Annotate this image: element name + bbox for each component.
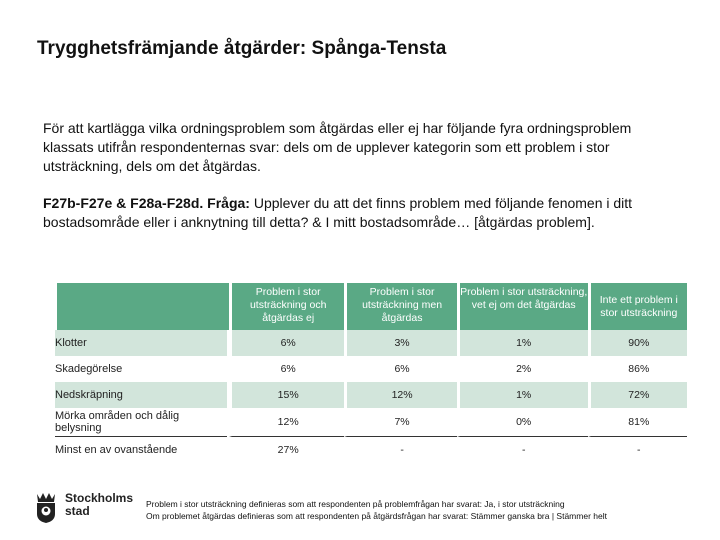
row-label: Skadegörelse — [55, 363, 123, 375]
footnote-line-1: Problem i stor utsträckning definieras s… — [146, 499, 565, 509]
table-row: Mörka områden och dålig belysning 12% 7%… — [55, 408, 687, 437]
table-row: Nedskräpning 15% 12% 1% 72% — [55, 382, 687, 408]
question-label: F27b-F27e & F28a-F28d. Fråga: — [43, 195, 250, 211]
row-label: Minst en av ovanstående — [55, 443, 178, 456]
table-cell: 12% — [229, 408, 345, 437]
table-cell: 3% — [344, 330, 457, 356]
row-label: Mörka områden och dålig belysning — [55, 408, 227, 437]
table-header-row: Problem i stor utsträckning och åtgärdas… — [57, 283, 687, 330]
logo-wordmark: Stockholms stad — [65, 492, 133, 518]
logo-line-1: Stockholms — [65, 491, 134, 505]
question-paragraph: F27b-F27e & F28a-F28d. Fråga: Upplever d… — [43, 194, 683, 232]
crown-shield-icon — [37, 493, 55, 523]
table-cell: 81% — [587, 408, 687, 437]
table-cell: 2% — [456, 356, 588, 382]
stockholm-logo: Stockholms stad — [33, 490, 143, 524]
table-cell: - — [456, 437, 588, 462]
results-table: Problem i stor utsträckning och åtgärdas… — [55, 283, 687, 462]
table-cell: 1% — [456, 382, 588, 408]
table-cell: 86% — [587, 356, 687, 382]
table-cell: 6% — [229, 356, 344, 382]
table-cell: 1% — [456, 330, 588, 356]
column-header: Inte ett problem i stor utsträckning — [587, 283, 687, 330]
table-corner-cell — [57, 283, 229, 330]
column-header: Problem i stor utsträckning, vet ej om d… — [456, 283, 588, 330]
question-text: Upplever du att det finns problem med fö… — [43, 195, 633, 230]
table-cell: 12% — [344, 382, 457, 408]
footnote: Problem i stor utsträckning definieras s… — [146, 499, 706, 522]
column-header: Problem i stor utsträckning men åtgärdas — [344, 283, 457, 330]
table-cell: 0% — [456, 408, 588, 437]
table-cell: 6% — [344, 356, 456, 382]
column-header: Problem i stor utsträckning och åtgärdas… — [229, 283, 345, 330]
table-cell: 72% — [587, 382, 687, 408]
table-cell: 27% — [229, 437, 344, 462]
table-row: Skadegörelse 6% 6% 2% 86% — [55, 356, 687, 382]
table-cell: 7% — [344, 408, 457, 437]
table-cell: - — [344, 437, 456, 462]
table-cell: 6% — [229, 330, 345, 356]
slide-title: Trygghetsfrämjande åtgärder: Spånga-Tens… — [37, 38, 447, 59]
table-row: Minst en av ovanstående 27% - - - — [55, 437, 687, 462]
table-cell: - — [587, 437, 687, 462]
intro-paragraph: För att kartlägga vilka ordningsproblem … — [43, 120, 632, 174]
footnote-line-2: Om problemet åtgärdas definieras som att… — [146, 510, 607, 521]
table-cell: 90% — [587, 330, 687, 356]
row-label: Klotter — [55, 330, 227, 356]
table-row: Klotter 6% 3% 1% 90% — [55, 330, 687, 356]
row-label: Nedskräpning — [55, 382, 227, 408]
table-cell: 15% — [229, 382, 345, 408]
logo-line-2: stad — [65, 504, 90, 518]
